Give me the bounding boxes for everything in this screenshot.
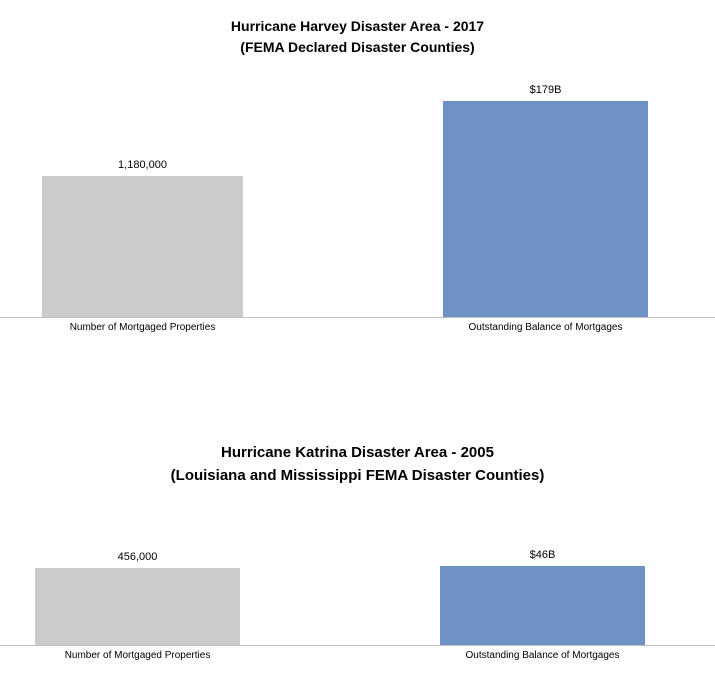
harvey-category-axis: Number of Mortgaged Properties Outstandi… bbox=[0, 318, 715, 342]
harvey-title-line2: (FEMA Declared Disaster Counties) bbox=[240, 39, 475, 55]
katrina-category-axis: Number of Mortgaged Properties Outstandi… bbox=[0, 646, 715, 670]
harvey-balance-value-label: $179B bbox=[529, 84, 562, 96]
katrina-balance-value-label: $46B bbox=[529, 549, 556, 561]
katrina-title-line1: Hurricane Katrina Disaster Area - 2005 bbox=[221, 444, 494, 461]
katrina-balance-bar bbox=[440, 566, 645, 645]
katrina-title-line2: (Louisiana and Mississippi FEMA Disaster… bbox=[170, 466, 545, 484]
katrina-axis-line bbox=[0, 645, 715, 646]
katrina-plot-area: 456,000 $46B bbox=[0, 487, 715, 645]
harvey-axis-line bbox=[0, 317, 715, 318]
harvey-plot-area: 1,180,000 $179B bbox=[0, 58, 715, 317]
harvey-chart: Hurricane Harvey Disaster Area - 2017 (F… bbox=[0, 0, 715, 342]
harvey-category-label-balance: Outstanding Balance of Mortgages bbox=[468, 322, 623, 333]
harvey-chart-title: Hurricane Harvey Disaster Area - 2017 (F… bbox=[0, 0, 715, 58]
harvey-properties-bar bbox=[42, 176, 243, 317]
charts-gap bbox=[0, 342, 715, 434]
harvey-bar-group-balance: $179B bbox=[443, 84, 648, 317]
harvey-title-line1: Hurricane Harvey Disaster Area - 2017 bbox=[230, 18, 485, 34]
katrina-chart-title: Hurricane Katrina Disaster Area - 2005 (… bbox=[0, 434, 715, 487]
harvey-bar-group-properties: 1,180,000 bbox=[42, 159, 243, 317]
katrina-bar-group-balance: $46B bbox=[440, 549, 645, 645]
katrina-category-label-balance: Outstanding Balance of Mortgages bbox=[465, 650, 620, 661]
katrina-bar-group-properties: 456,000 bbox=[35, 551, 240, 645]
harvey-category-label-properties: Number of Mortgaged Properties bbox=[69, 322, 216, 333]
katrina-properties-value-label: 456,000 bbox=[117, 551, 158, 563]
katrina-category-label-properties: Number of Mortgaged Properties bbox=[64, 650, 211, 661]
katrina-chart: Hurricane Katrina Disaster Area - 2005 (… bbox=[0, 434, 715, 670]
harvey-balance-bar bbox=[443, 101, 648, 317]
harvey-properties-value-label: 1,180,000 bbox=[118, 159, 167, 171]
katrina-properties-bar bbox=[35, 568, 240, 645]
